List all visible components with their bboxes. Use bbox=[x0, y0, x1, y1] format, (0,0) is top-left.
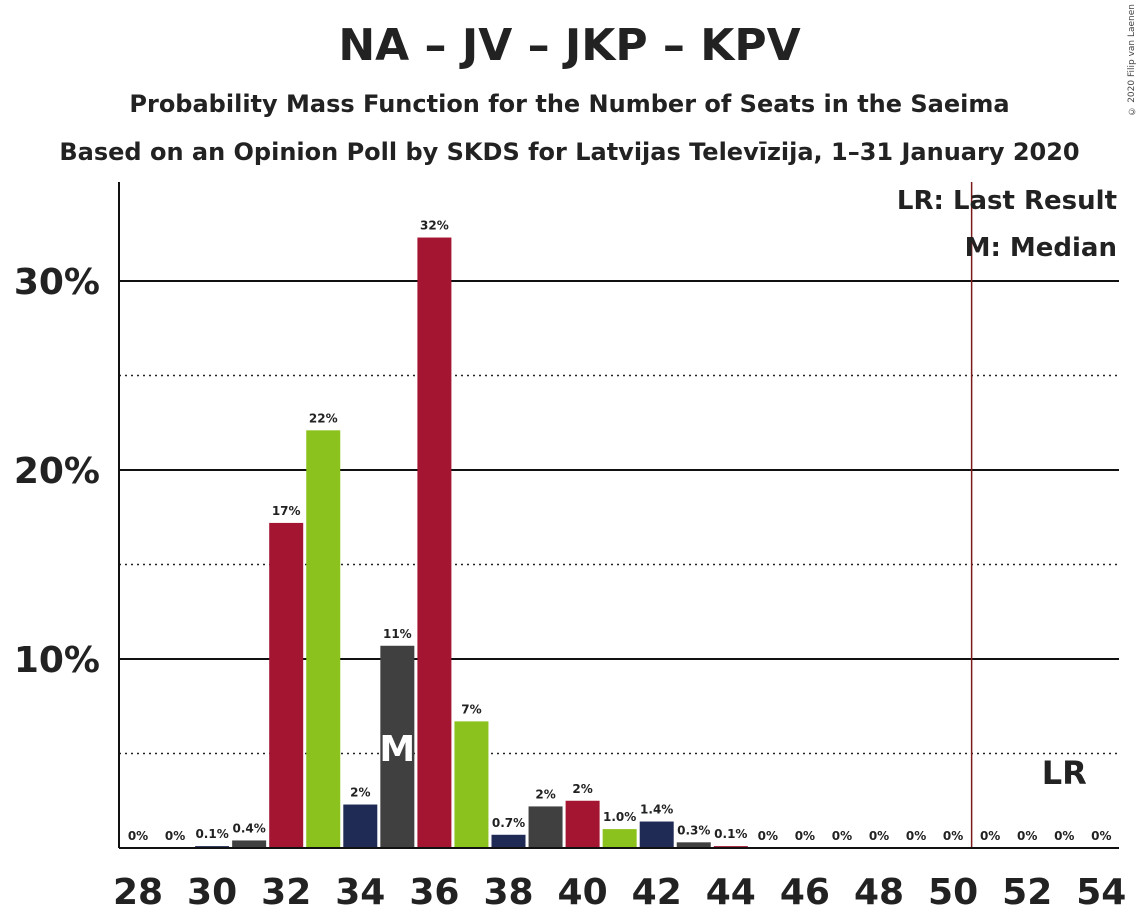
data-label: 32% bbox=[420, 219, 449, 233]
x-tick-label: 54 bbox=[1076, 872, 1126, 913]
data-label: 0% bbox=[869, 829, 889, 843]
bar bbox=[639, 821, 674, 848]
x-tick-label: 52 bbox=[1002, 872, 1052, 913]
data-label: 0% bbox=[1017, 829, 1037, 843]
bar bbox=[232, 840, 267, 848]
y-tick-label: 10% bbox=[14, 640, 100, 681]
last-result-label: LR bbox=[1042, 754, 1087, 792]
data-label: 2% bbox=[572, 782, 592, 796]
bar bbox=[528, 806, 563, 848]
data-label: 0.3% bbox=[677, 823, 710, 837]
chart-title: NA – JV – JKP – KPV bbox=[338, 20, 801, 71]
y-tick-label: 20% bbox=[14, 451, 100, 492]
data-label: 22% bbox=[309, 411, 338, 425]
x-tick-label: 40 bbox=[558, 872, 608, 913]
data-label: 0% bbox=[832, 829, 852, 843]
data-label: 0% bbox=[1091, 829, 1111, 843]
x-tick-label: 30 bbox=[187, 872, 237, 913]
bar bbox=[380, 645, 415, 848]
data-label: 0.1% bbox=[195, 827, 228, 841]
data-label: 0% bbox=[943, 829, 963, 843]
x-tick-label: 44 bbox=[706, 872, 756, 913]
data-label: 0% bbox=[906, 829, 926, 843]
data-label: 0% bbox=[980, 829, 1000, 843]
bar bbox=[306, 430, 341, 848]
bar bbox=[417, 237, 452, 848]
data-label: 0% bbox=[795, 829, 815, 843]
bar bbox=[269, 522, 304, 848]
data-label: 1.0% bbox=[603, 810, 636, 824]
median-marker: M bbox=[379, 729, 415, 770]
bar bbox=[343, 804, 378, 848]
x-tick-label: 38 bbox=[483, 872, 533, 913]
bar bbox=[454, 721, 489, 848]
data-label: 1.4% bbox=[640, 803, 673, 817]
data-label: 11% bbox=[383, 627, 412, 641]
x-tick-label: 48 bbox=[854, 872, 904, 913]
x-tick-label: 28 bbox=[113, 872, 163, 913]
legend-entry: M: Median bbox=[965, 233, 1117, 263]
x-tick-label: 50 bbox=[928, 872, 978, 913]
bar bbox=[491, 834, 526, 848]
x-tick-label: 46 bbox=[780, 872, 830, 913]
x-tick-label: 32 bbox=[261, 872, 311, 913]
x-tick-label: 36 bbox=[409, 872, 459, 913]
bar bbox=[602, 829, 637, 848]
bar bbox=[676, 842, 711, 848]
data-label: 0% bbox=[128, 829, 148, 843]
bar bbox=[565, 800, 600, 848]
data-label: 0.7% bbox=[492, 816, 525, 830]
data-label: 0% bbox=[758, 829, 778, 843]
x-tick-label: 42 bbox=[632, 872, 682, 913]
data-label: 0% bbox=[165, 829, 185, 843]
y-tick-label: 30% bbox=[14, 262, 100, 303]
data-label: 0% bbox=[1054, 829, 1074, 843]
data-label: 17% bbox=[272, 504, 301, 518]
chart-subtitle: Probability Mass Function for the Number… bbox=[129, 90, 1010, 118]
x-tick-label: 34 bbox=[335, 872, 385, 913]
data-label: 2% bbox=[350, 786, 370, 800]
data-label: 2% bbox=[535, 787, 555, 801]
data-label: 0.4% bbox=[233, 821, 266, 835]
data-label: 0.1% bbox=[714, 827, 747, 841]
data-label: 7% bbox=[461, 702, 481, 716]
legend-entry: LR: Last Result bbox=[897, 186, 1117, 216]
chart-source-line: Based on an Opinion Poll by SKDS for Lat… bbox=[59, 138, 1080, 166]
